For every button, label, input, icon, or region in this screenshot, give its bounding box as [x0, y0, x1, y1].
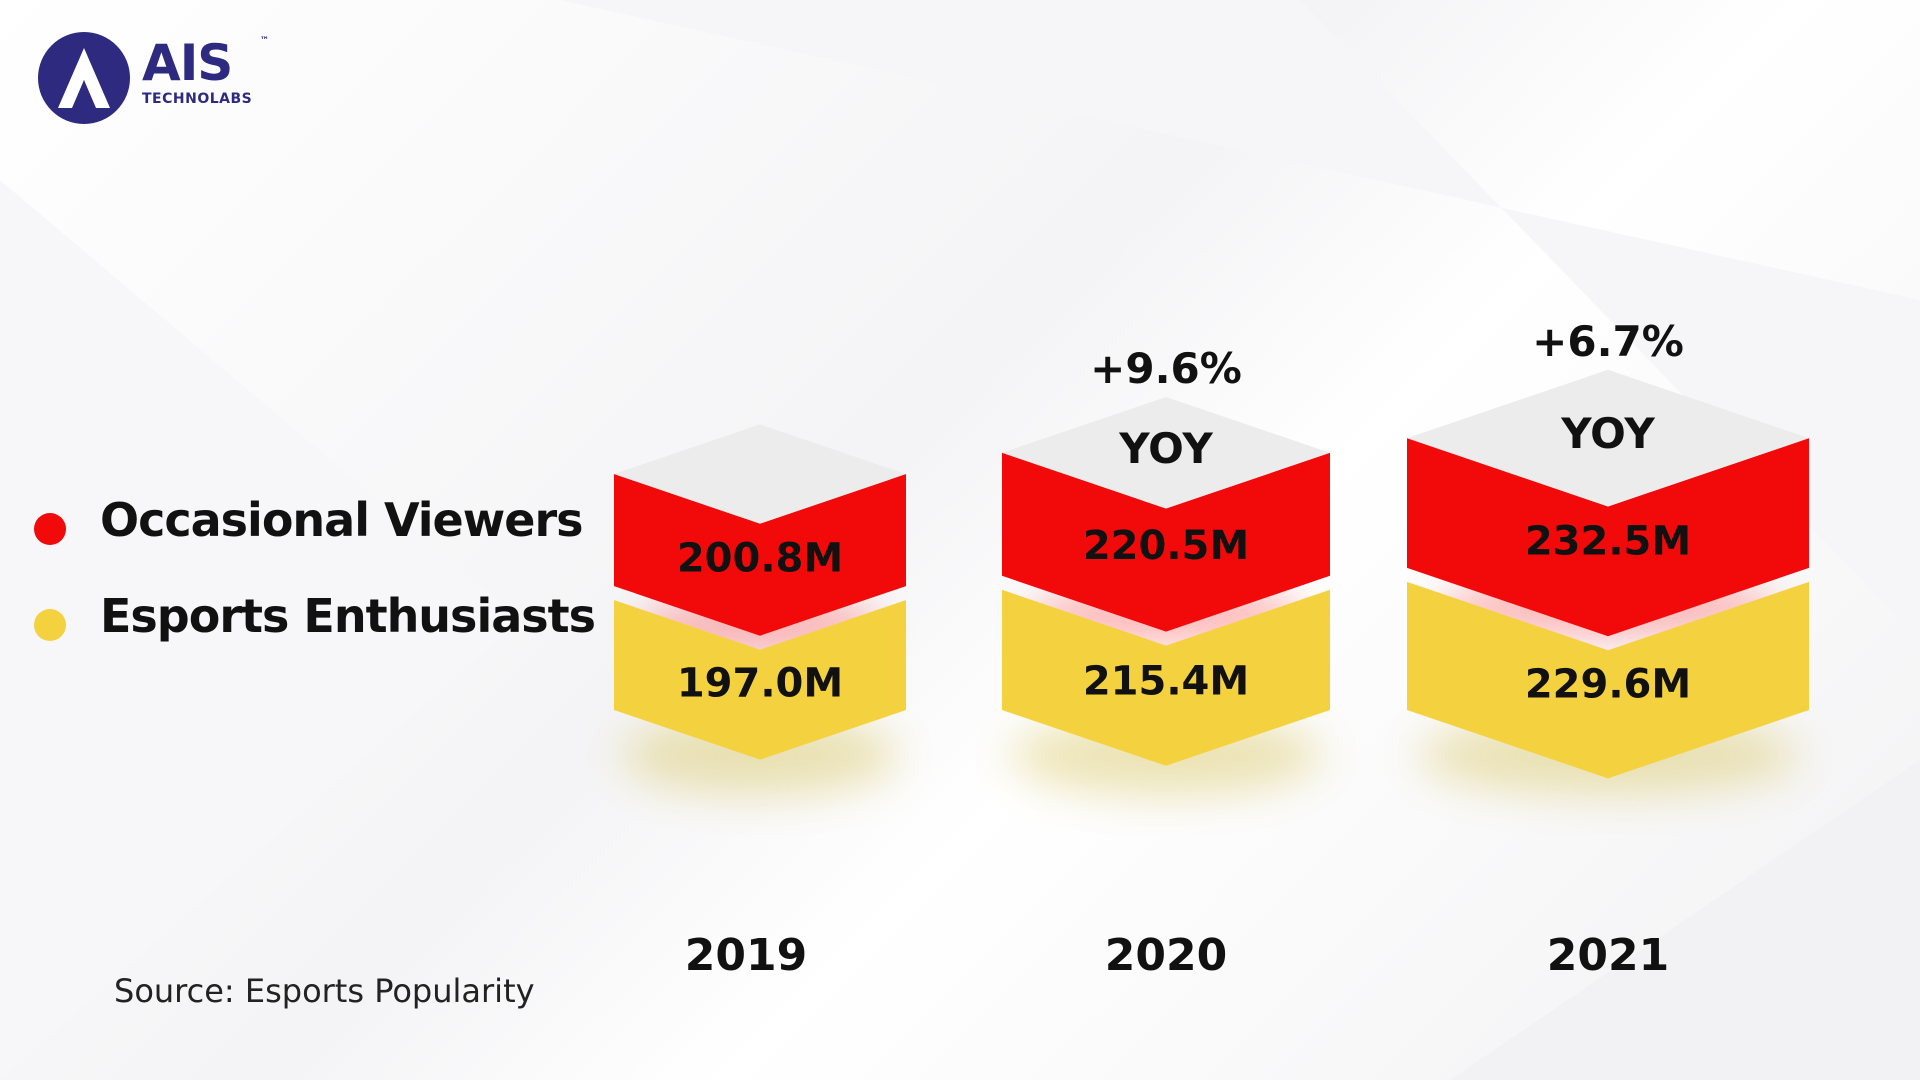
data-label-occasional-viewers: 200.8M: [677, 535, 843, 581]
logo-wordmark: AIS: [142, 34, 233, 92]
bg-shape-top: [560, 0, 1920, 640]
data-label-esports-enthusiasts: 197.0M: [677, 660, 843, 706]
bar-esports-enthusiasts-2019: [614, 600, 906, 760]
bar-top-face-2021: [1407, 369, 1809, 507]
bar-occasional-viewers-2021: [1407, 438, 1809, 637]
bar-occasional-viewers-2020: [1002, 452, 1330, 632]
bar-occasional-viewers-2019: [614, 474, 906, 636]
logo-mark-icon: [38, 32, 130, 124]
brand-logo: AIS ™ TECHNOLABS: [38, 30, 278, 126]
data-label-esports-enthusiasts: 215.4M: [1083, 659, 1249, 705]
data-label-occasional-viewers: 220.5M: [1083, 523, 1249, 569]
yoy-annotation-label: YOY: [1118, 424, 1213, 473]
data-label-occasional-viewers: 232.5M: [1525, 519, 1691, 565]
x-tick-label: 2021: [1547, 930, 1669, 981]
legend-red-dot-icon: [34, 513, 66, 545]
legend-label: Esports Enthusiasts: [100, 589, 596, 643]
yoy-annotation-value: +9.6%: [1090, 344, 1242, 393]
logo-subtitle: TECHNOLABS: [142, 91, 253, 107]
legend-yellow-dot-icon: [34, 609, 66, 641]
bar-top-face-2019: [614, 424, 906, 524]
yoy-annotation-label: YOY: [1560, 409, 1655, 458]
bar-esports-enthusiasts-2021: [1407, 581, 1809, 779]
logo-trademark: ™: [260, 36, 269, 46]
data-label-esports-enthusiasts: 229.6M: [1525, 662, 1691, 708]
x-tick-label: 2020: [1105, 930, 1227, 981]
bar-top-face-2020: [1002, 397, 1330, 509]
yoy-annotation-value: +6.7%: [1532, 317, 1684, 366]
bg-shape-left: [0, 180, 520, 1080]
legend-label: Occasional Viewers: [100, 493, 584, 547]
x-tick-label: 2019: [685, 930, 807, 981]
source-caption: Source: Esports Popularity: [114, 972, 535, 1010]
bar-esports-enthusiasts-2020: [1002, 589, 1330, 766]
bg-shape-bottom: [600, 760, 1920, 1080]
